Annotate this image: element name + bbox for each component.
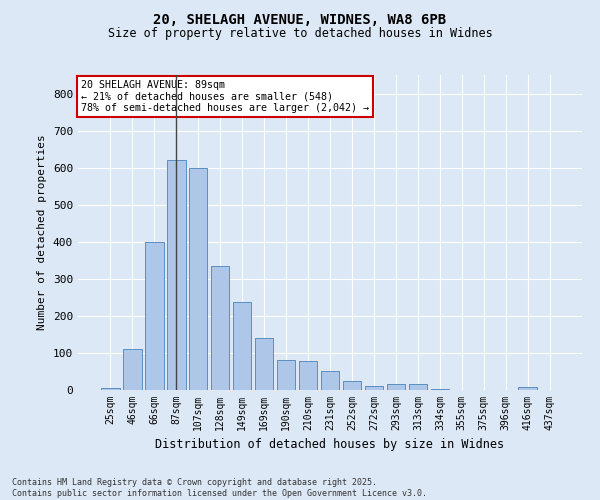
Bar (320, 372, 340, 390)
Bar (409, 384, 427, 390)
Bar (189, 168, 208, 390)
Bar (343, 380, 361, 390)
Text: 20 SHELAGH AVENUE: 89sqm
← 21% of detached houses are smaller (548)
78% of semi-: 20 SHELAGH AVENUE: 89sqm ← 21% of detach… (80, 80, 368, 113)
Bar (518, 387, 537, 390)
Bar (365, 386, 383, 390)
Text: Size of property relative to detached houses in Widnes: Size of property relative to detached ho… (107, 28, 493, 40)
Text: 20, SHELAGH AVENUE, WIDNES, WA8 6PB: 20, SHELAGH AVENUE, WIDNES, WA8 6PB (154, 12, 446, 26)
X-axis label: Distribution of detached houses by size in Widnes: Distribution of detached houses by size … (155, 438, 505, 452)
Bar (277, 360, 295, 390)
Text: Contains HM Land Registry data © Crown copyright and database right 2025.
Contai: Contains HM Land Registry data © Crown c… (12, 478, 427, 498)
Bar (299, 361, 317, 390)
Y-axis label: Number of detached properties: Number of detached properties (37, 134, 47, 330)
Bar (211, 266, 229, 390)
Bar (145, 242, 164, 390)
Bar (101, 388, 119, 390)
Bar (123, 349, 142, 390)
Bar (431, 389, 449, 390)
Bar (233, 302, 251, 390)
Bar (255, 338, 274, 390)
Bar (167, 160, 185, 390)
Bar (386, 384, 405, 390)
